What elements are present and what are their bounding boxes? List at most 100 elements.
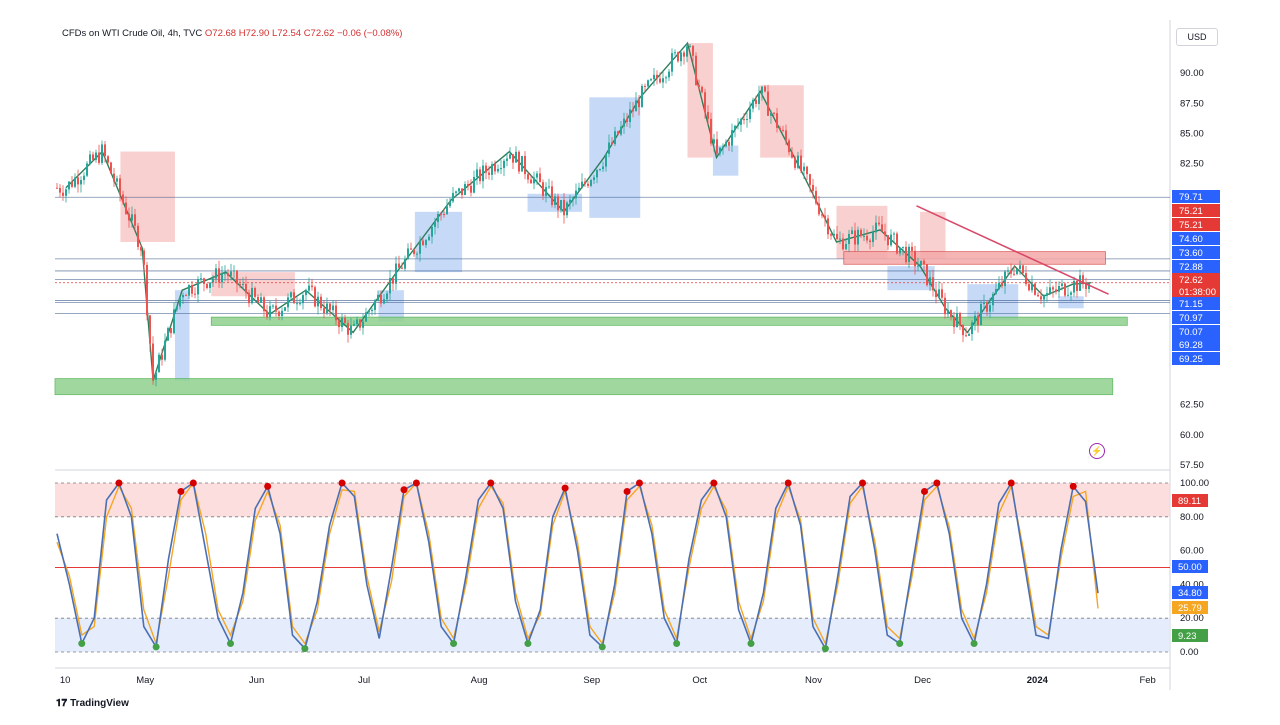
candle-body — [176, 306, 178, 310]
candle-body — [569, 199, 571, 203]
candle-body — [77, 177, 79, 185]
candle-body — [512, 154, 514, 163]
candle-body — [824, 215, 826, 219]
osc-tag-label-1: 50.00 — [1178, 562, 1202, 573]
price-tick-label-1: 90.00 — [1180, 68, 1204, 79]
candle-body — [1088, 283, 1090, 290]
candle-body — [311, 285, 313, 288]
candle-body — [302, 295, 304, 304]
zone-demand-1 — [174, 290, 190, 381]
candle-body — [344, 317, 346, 324]
lightning-icon[interactable]: ⚡ — [1089, 443, 1105, 459]
candle-body — [914, 250, 916, 267]
osc-tick-label-3: 40.00 — [1180, 579, 1204, 590]
candle-body — [284, 307, 286, 311]
price-tag-label-9: 70.97 — [1179, 313, 1203, 324]
candle-body — [374, 300, 376, 310]
candle-body — [863, 235, 865, 237]
candle-body — [482, 165, 484, 182]
currency-button[interactable]: USD — [1176, 28, 1218, 46]
price-tick-label-5: 62.50 — [1180, 400, 1204, 411]
tradingview-logo[interactable]: 𝟏𝟕 TradingView — [56, 698, 129, 709]
candle-body — [338, 320, 340, 328]
candle-body — [623, 118, 625, 127]
candle-body — [731, 130, 733, 146]
candles-group — [56, 42, 1090, 387]
candle-body — [566, 202, 568, 216]
candle-body — [329, 303, 331, 311]
candle-body — [629, 109, 631, 123]
candle-body — [398, 263, 400, 268]
candle-body — [929, 277, 931, 286]
candle-body — [746, 119, 748, 121]
candle-body — [716, 139, 718, 154]
overbought-dot — [635, 479, 643, 487]
candle-body — [305, 290, 307, 296]
candle-body — [224, 273, 226, 275]
candle-body — [335, 305, 337, 321]
candle-body — [407, 248, 409, 259]
candle-body — [161, 354, 163, 360]
candle-body — [230, 271, 232, 276]
candle-body — [365, 312, 367, 322]
candle-body — [869, 240, 871, 243]
candle-body — [1028, 284, 1030, 291]
candle-body — [764, 86, 766, 92]
price-tag-label-1: 75.21 — [1179, 206, 1203, 217]
price-tag-label-0: 79.71 — [1179, 192, 1203, 203]
price-tag-3 — [1172, 232, 1220, 245]
zone-supply-0 — [120, 151, 175, 242]
candle-body — [269, 306, 271, 318]
candle-body — [884, 231, 886, 236]
price-tag-label-3: 74.60 — [1179, 234, 1203, 245]
candle-body — [152, 343, 154, 380]
overbought-dot — [412, 479, 420, 487]
candle-body — [359, 319, 361, 328]
candle-body — [950, 310, 952, 317]
candle-body — [437, 213, 439, 223]
candle-body — [965, 335, 967, 337]
candle-body — [551, 186, 553, 205]
candle-body — [707, 111, 709, 119]
osc-tag-3 — [1172, 601, 1208, 614]
time-tick-label-8: Dec — [914, 675, 931, 686]
candle-body — [509, 154, 511, 159]
candle-body — [200, 278, 202, 280]
zone-demand-6 — [589, 97, 641, 218]
candle-body — [815, 190, 817, 204]
candle-body — [653, 74, 655, 80]
candle-body — [212, 278, 214, 283]
overbought-dot — [623, 487, 631, 495]
candle-body — [92, 154, 94, 160]
candle-body — [641, 85, 643, 108]
candle-body — [695, 55, 697, 86]
candle-body — [185, 295, 187, 297]
candle-body — [899, 247, 901, 254]
osc-tag-label-4: 9.23 — [1178, 631, 1197, 642]
candle-body — [410, 248, 412, 250]
candle-body — [65, 189, 67, 196]
candle-body — [239, 284, 241, 286]
candle-body — [434, 222, 436, 227]
candle-body — [902, 246, 904, 248]
candle-body — [968, 334, 970, 336]
candle-body — [419, 240, 421, 254]
price-tag-6 — [1172, 273, 1220, 286]
candle-body — [728, 141, 730, 146]
overbought-dot — [264, 482, 272, 490]
candle-body — [116, 178, 118, 182]
candle-body — [371, 309, 373, 312]
oversold-dot — [747, 640, 755, 648]
candle-body — [827, 218, 829, 235]
ohlc-close: C72.62 — [303, 28, 335, 39]
price-tag-7 — [1172, 285, 1220, 298]
oversold-dot — [970, 640, 978, 648]
overbought-dot — [189, 479, 197, 487]
candle-body — [392, 278, 394, 284]
candle-body — [506, 158, 508, 161]
candle-body — [488, 172, 490, 175]
candle-body — [797, 155, 799, 168]
price-tag-11 — [1172, 338, 1220, 351]
time-tick-label-7: Nov — [805, 675, 822, 686]
